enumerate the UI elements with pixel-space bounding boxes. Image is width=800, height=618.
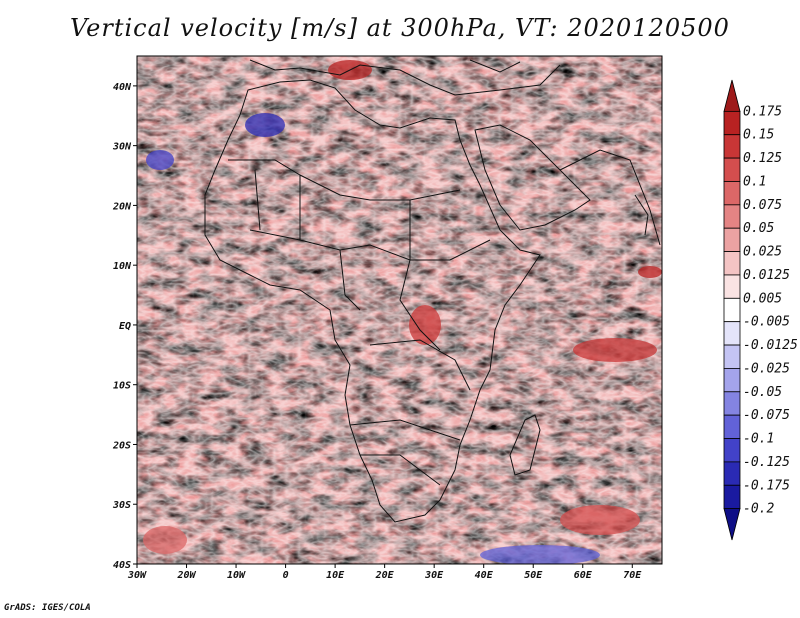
colorbar-segment xyxy=(723,79,741,112)
lat-tick-label: 20S xyxy=(112,440,131,451)
colorbar-label: 0.025 xyxy=(743,245,782,260)
lon-tick-label: 40E xyxy=(475,570,494,581)
colorbar-segment xyxy=(723,297,741,323)
colorbar-label: -0.05 xyxy=(743,385,782,400)
colorbar-label: 0.005 xyxy=(743,291,782,306)
map-frame xyxy=(136,55,663,565)
lon-tick-label: 60E xyxy=(574,570,593,581)
colorbar-segment xyxy=(723,274,741,299)
colorbar-label: -0.0125 xyxy=(743,338,798,353)
grads-credit: GrADS: IGES/COLA xyxy=(4,603,91,613)
longitude-axis: 30W 20W 10W 0 10E 20E 30E 40E 50E 60E 70E xyxy=(127,564,642,581)
colorbar-label: 0.0125 xyxy=(743,268,790,283)
colorbar-label: 0.15 xyxy=(743,128,774,143)
colorbar-segment xyxy=(723,484,741,510)
colorbar-segment xyxy=(723,134,741,159)
colorbar-label: -0.175 xyxy=(743,478,790,493)
lon-tick-label: 50E xyxy=(524,570,543,581)
latitude-axis: 40N 30N 20N 10N EQ 10S 20S 30S 40S xyxy=(112,82,137,571)
lat-tick-label: 40S xyxy=(113,560,131,571)
vertical-velocity-field xyxy=(137,56,662,564)
colorbar-segment xyxy=(723,321,741,346)
colorbar-label: 0.125 xyxy=(743,151,782,166)
lat-tick-label: EQ xyxy=(119,321,131,332)
colorbar-segment xyxy=(723,204,741,229)
colorbar-segment xyxy=(723,157,741,182)
colorbar-segment xyxy=(723,414,741,439)
colorbar-segment xyxy=(723,368,741,393)
map-title: Vertical velocity [m/s] at 300hPa, VT: 2… xyxy=(70,14,730,42)
colorbar: 0.175 0.15 0.125 0.1 0.075 0.05 0.025 0.0125 0.0… xyxy=(723,79,798,541)
colorbar-segment xyxy=(723,391,741,416)
colorbar-label: -0.2 xyxy=(743,502,774,517)
lon-tick-label: 10W xyxy=(227,570,246,581)
coastlines-and-borders xyxy=(204,59,661,523)
colorbar-segment xyxy=(723,227,741,252)
colorbar-segment xyxy=(723,181,741,206)
colorbar-label: -0.005 xyxy=(743,315,790,330)
colorbar-label: -0.125 xyxy=(743,455,790,470)
lat-tick-label: 30S xyxy=(112,500,131,511)
lat-tick-label: 40N xyxy=(113,82,132,93)
lon-tick-label: 0 xyxy=(283,570,289,581)
colorbar-segment xyxy=(723,508,741,541)
lon-tick-label: 30W xyxy=(127,570,147,581)
colorbar-segment xyxy=(723,344,741,369)
lat-tick-label: 10S xyxy=(113,381,131,392)
lon-tick-label: 10E xyxy=(326,570,345,581)
lon-tick-label: 20E xyxy=(375,570,395,581)
lon-tick-label: 70E xyxy=(623,570,642,581)
lat-tick-label: 20N xyxy=(112,201,132,212)
lon-tick-label: 30E xyxy=(424,570,444,581)
colorbar-segment xyxy=(723,461,741,486)
colorbar-label: -0.1 xyxy=(743,432,774,447)
colorbar-label: -0.025 xyxy=(743,361,790,376)
colorbar-label: -0.075 xyxy=(743,408,790,423)
colorbar-label: 0.175 xyxy=(743,104,782,119)
colorbar-label: 0.075 xyxy=(743,198,782,213)
lon-tick-label: 20W xyxy=(176,570,196,581)
colorbar-segment xyxy=(723,251,741,276)
colorbar-segment xyxy=(723,110,741,136)
lat-tick-label: 10N xyxy=(113,261,132,272)
colorbar-label: 0.1 xyxy=(743,174,766,189)
lat-tick-label: 30N xyxy=(112,142,132,153)
colorbar-segment xyxy=(723,438,741,463)
colorbar-label: 0.05 xyxy=(743,221,774,236)
